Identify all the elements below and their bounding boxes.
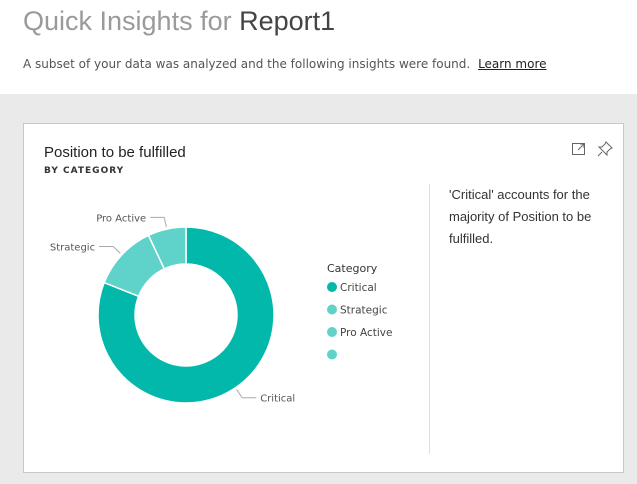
legend-marker[interactable] [327,327,337,337]
legend-marker[interactable] [327,282,337,292]
card-divider [429,184,430,454]
report-name: Report1 [239,6,336,36]
leader-line [150,216,167,228]
donut-slice-pro-active[interactable] [147,226,187,270]
insights-canvas: Position to be fulfilled BY CATEGORY Cri… [0,94,637,484]
pin-icon[interactable] [596,140,614,158]
leader-line [99,246,121,254]
legend-label[interactable]: Strategic [340,305,388,317]
legend-label[interactable]: Critical [340,282,377,294]
data-label-critical: Critical [260,394,295,405]
title-prefix: Quick Insights for [23,6,232,36]
learn-more-link[interactable]: Learn more [478,57,547,71]
legend-marker[interactable] [327,304,337,315]
expand-icon[interactable] [570,140,588,158]
subtitle-text: A subset of your data was analyzed and t… [23,57,471,71]
leader-line [236,389,257,399]
legend-label[interactable]: Pro Active [340,327,392,339]
page-title: Quick Insights for Report1 [23,6,335,37]
legend-marker[interactable] [327,349,337,360]
donut-chart: Critical Strategic Pro Active Category Criti… [50,213,393,405]
insight-card[interactable]: Position to be fulfilled BY CATEGORY Cri… [23,123,624,473]
legend-title: Category [327,262,378,275]
insight-text: 'Critical' accounts for the majority of … [449,187,592,246]
donut-slice-critical[interactable] [97,226,275,404]
data-label-strategic: Strategic [50,243,95,254]
data-label-pro-active: Pro Active [96,213,146,224]
page-subtitle: A subset of your data was analyzed and t… [23,57,547,71]
card-title: Position to be fulfilled [44,144,186,161]
header: Quick Insights for Report1 A subset of y… [0,0,637,94]
card-subtitle: BY CATEGORY [44,166,125,176]
